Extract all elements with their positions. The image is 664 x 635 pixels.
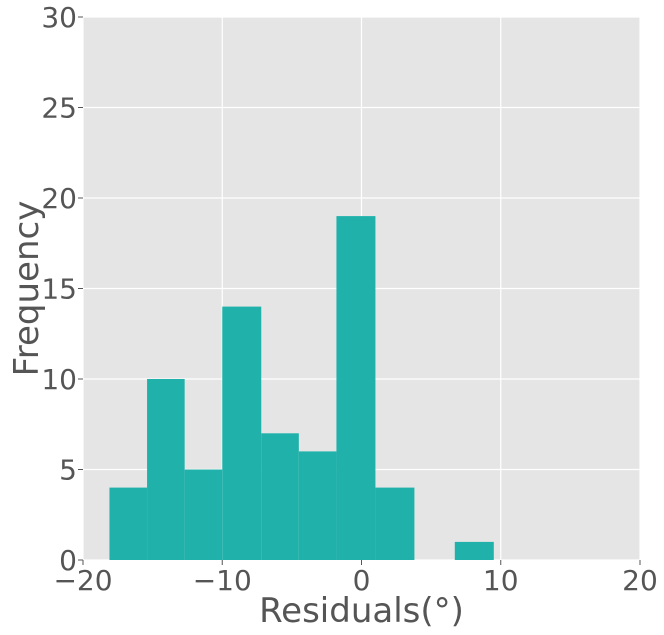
histogram-bars <box>109 216 494 560</box>
histogram-bar <box>222 306 262 560</box>
y-tick-label: 0 <box>59 544 77 577</box>
histogram-bar <box>298 451 337 560</box>
y-tick-label: 20 <box>41 182 77 215</box>
y-axis-label: Frequency <box>7 201 47 377</box>
x-tick-label: −10 <box>193 564 252 597</box>
x-axis-ticks: −20 −10 0 10 20 <box>53 560 658 597</box>
histogram-bar <box>454 541 494 560</box>
histogram-bar <box>375 487 415 560</box>
histogram-bar <box>184 469 223 560</box>
histogram-bar <box>147 379 185 560</box>
histogram-bar <box>261 433 299 560</box>
y-tick-label: 15 <box>41 273 77 306</box>
x-tick-label: 20 <box>622 564 658 597</box>
x-axis-label: Residuals(°) <box>259 591 464 631</box>
histogram-bar <box>336 216 376 560</box>
histogram-bar <box>109 487 148 560</box>
y-tick-label: 25 <box>41 92 77 125</box>
x-tick-label: −20 <box>53 564 112 597</box>
x-tick-label: 10 <box>483 564 519 597</box>
x-tick-label: 0 <box>353 564 371 597</box>
y-tick-label: 30 <box>41 1 77 34</box>
y-tick-label: 10 <box>41 363 77 396</box>
y-axis-ticks: 0 5 10 15 20 25 30 <box>41 1 83 577</box>
y-tick-label: 5 <box>59 454 77 487</box>
